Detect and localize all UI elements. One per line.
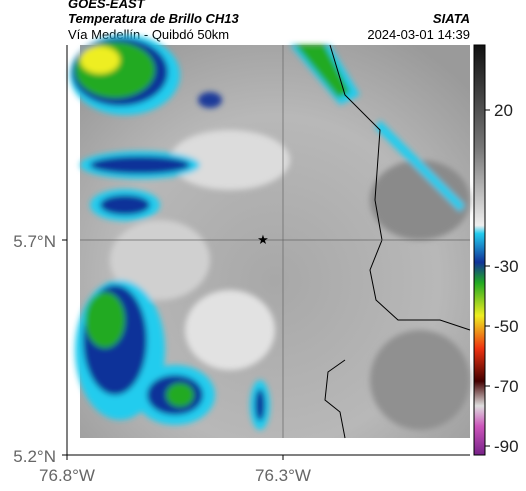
source: SIATA [433,11,470,26]
satellite-image: ★ [70,35,471,439]
subtitle: Temperatura de Brillo CH13 [68,11,240,26]
colorbar-tick-label: -70 [494,377,519,396]
lat-label: 5.2°N [13,447,56,466]
colorbar [473,44,486,456]
lon-label: 76.8°W [39,466,95,485]
colorbar-ticks: 20 -30 -50 -70 -90 [485,101,519,456]
lon-label: 76.3°W [255,466,311,485]
colorbar-tick-label: -30 [494,257,519,276]
svg-text:★: ★ [257,232,269,247]
lat-label: 5.7°N [13,232,56,251]
datetime: 2024-03-01 14:39 [367,27,470,42]
title: GOES-EAST [68,0,146,11]
colorbar-tick-label: 20 [494,101,513,120]
colorbar-tick-label: -90 [494,437,519,456]
colorbar-tick-label: -50 [494,317,519,336]
